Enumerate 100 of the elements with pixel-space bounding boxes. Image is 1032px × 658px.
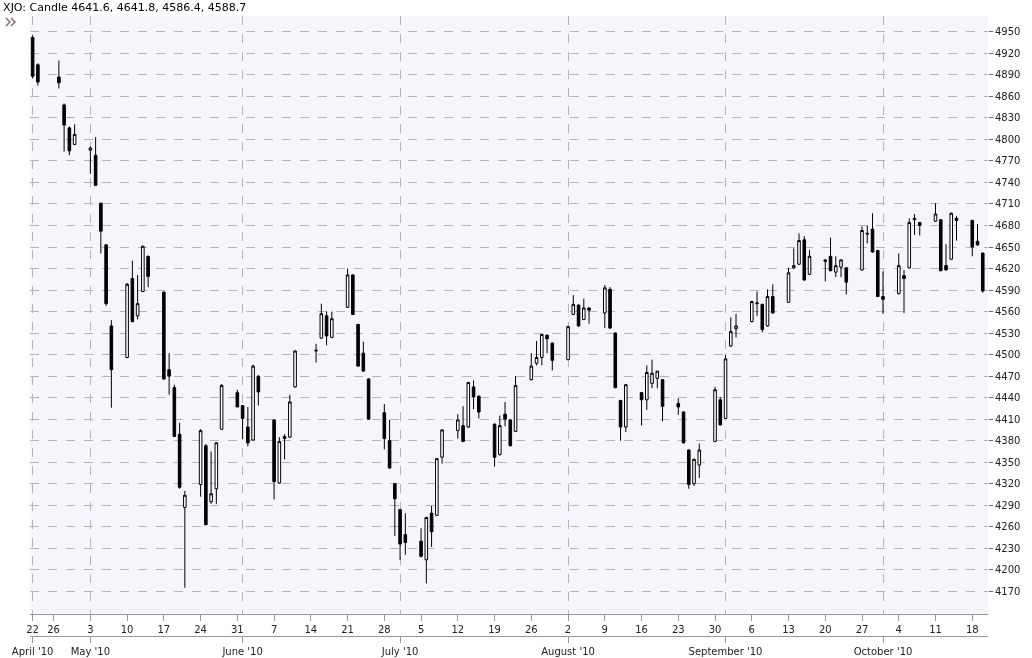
candlestick (67, 125, 72, 156)
x-tick-label: 26 (524, 624, 538, 636)
y-tick-label: 4350 (995, 456, 1021, 468)
y-tick-label: 4800 (995, 133, 1021, 145)
candlestick (770, 283, 775, 315)
candlestick (235, 389, 240, 408)
candlestick (618, 399, 623, 442)
x-tick-label: 12 (451, 624, 465, 636)
candlestick (534, 340, 539, 366)
x-tick-label: 22 (26, 624, 39, 636)
x-tick-label: 19 (488, 624, 501, 636)
candlestick (319, 303, 324, 340)
x2-tick-label: May '10 (70, 646, 111, 657)
y-tick-label: 4830 (995, 112, 1021, 124)
y-tick-label: 4500 (995, 349, 1021, 361)
candlestick (177, 422, 182, 490)
candlestick (791, 247, 796, 269)
candlestick (912, 213, 917, 236)
y-tick-label: 4410 (995, 413, 1021, 425)
candlestick (828, 237, 833, 272)
x-tick-label: 6 (748, 624, 755, 636)
y-tick-label: 4320 (995, 478, 1021, 490)
candlestick (88, 146, 93, 175)
candlestick (970, 219, 975, 257)
candlestick (975, 223, 980, 247)
y-tick-label: 4950 (995, 26, 1021, 38)
candlestick (529, 352, 534, 381)
x2-tick-label: June '10 (221, 646, 263, 657)
x2-tick-label: April '10 (11, 646, 54, 657)
candlestick (393, 482, 397, 537)
x2-tick-label: September '10 (688, 646, 763, 657)
x-tick-label: 11 (929, 624, 942, 636)
candlestick (109, 319, 114, 409)
candlestick (660, 378, 665, 422)
x-tick-label: 17 (157, 624, 171, 636)
y-tick-label: 4440 (995, 392, 1021, 404)
x-tick-label: 27 (855, 624, 869, 636)
y-tick-label: 4620 (995, 263, 1021, 275)
candlestick (219, 383, 224, 431)
x2-tick-label: August '10 (541, 646, 595, 657)
candlestick (676, 397, 681, 416)
y-tick-label: 4560 (995, 306, 1021, 318)
x-tick-label: 9 (601, 624, 608, 636)
candlestick (823, 258, 828, 282)
x-tick-label: 14 (304, 624, 318, 636)
candlestick (440, 428, 444, 465)
y-tick-label: 4920 (995, 47, 1021, 59)
candlestick (62, 103, 66, 153)
x-tick-label: 26 (47, 624, 60, 636)
candlestick (550, 341, 555, 371)
y-tick-label: 4200 (995, 564, 1021, 576)
y-tick-label: 4230 (995, 542, 1021, 554)
y-tick-label: 4710 (995, 198, 1021, 210)
candlestick (571, 294, 576, 316)
candlestick (314, 343, 318, 363)
candlestick (99, 202, 103, 254)
candlestick (907, 217, 912, 270)
candlestick (387, 419, 392, 470)
x-tick-label: 28 (377, 624, 391, 636)
x-tick-label: 24 (194, 624, 207, 636)
candlestick (135, 274, 140, 320)
candlestick (933, 202, 938, 223)
x-tick-label: 2 (564, 624, 572, 636)
x-tick-label: 21 (341, 624, 354, 636)
candlestick (624, 383, 628, 433)
candlestick (954, 215, 959, 242)
y-tick-label: 4650 (995, 241, 1021, 253)
y-tick-label: 4260 (995, 521, 1021, 533)
candlestick (93, 136, 98, 187)
candlestick (240, 405, 245, 440)
x-tick-label: 3 (87, 624, 94, 636)
candlestick (513, 375, 518, 433)
candlestick (760, 303, 765, 333)
x-tick-label: 23 (671, 624, 685, 636)
candlestick (382, 403, 387, 450)
candlestick (214, 441, 219, 505)
candlestick (980, 252, 985, 294)
x-tick-label: 16 (635, 624, 648, 636)
y-tick-label: 4290 (995, 499, 1021, 511)
x-tick-label: 30 (708, 624, 722, 636)
candlestick (949, 212, 954, 261)
x-tick-label: 31 (230, 624, 244, 636)
candlestick (366, 377, 371, 421)
candlestick (72, 123, 77, 146)
candlestick (172, 384, 177, 438)
y-tick-label: 4860 (995, 90, 1021, 102)
y-tick-label: 4770 (995, 155, 1021, 167)
candlestick (183, 490, 187, 589)
candlestick (104, 243, 108, 307)
candlestick (870, 212, 875, 254)
x-tick-label: 5 (417, 624, 425, 636)
candlestick (57, 59, 61, 89)
y-tick-label: 4170 (995, 585, 1021, 597)
candlestick (293, 349, 297, 389)
candlestick (566, 325, 570, 361)
candlestick (639, 391, 644, 427)
candlestick (734, 313, 738, 338)
y-tick-label: 4380 (995, 435, 1021, 447)
y-tick-label: 4530 (995, 327, 1021, 339)
y-tick-label: 4680 (995, 219, 1021, 231)
